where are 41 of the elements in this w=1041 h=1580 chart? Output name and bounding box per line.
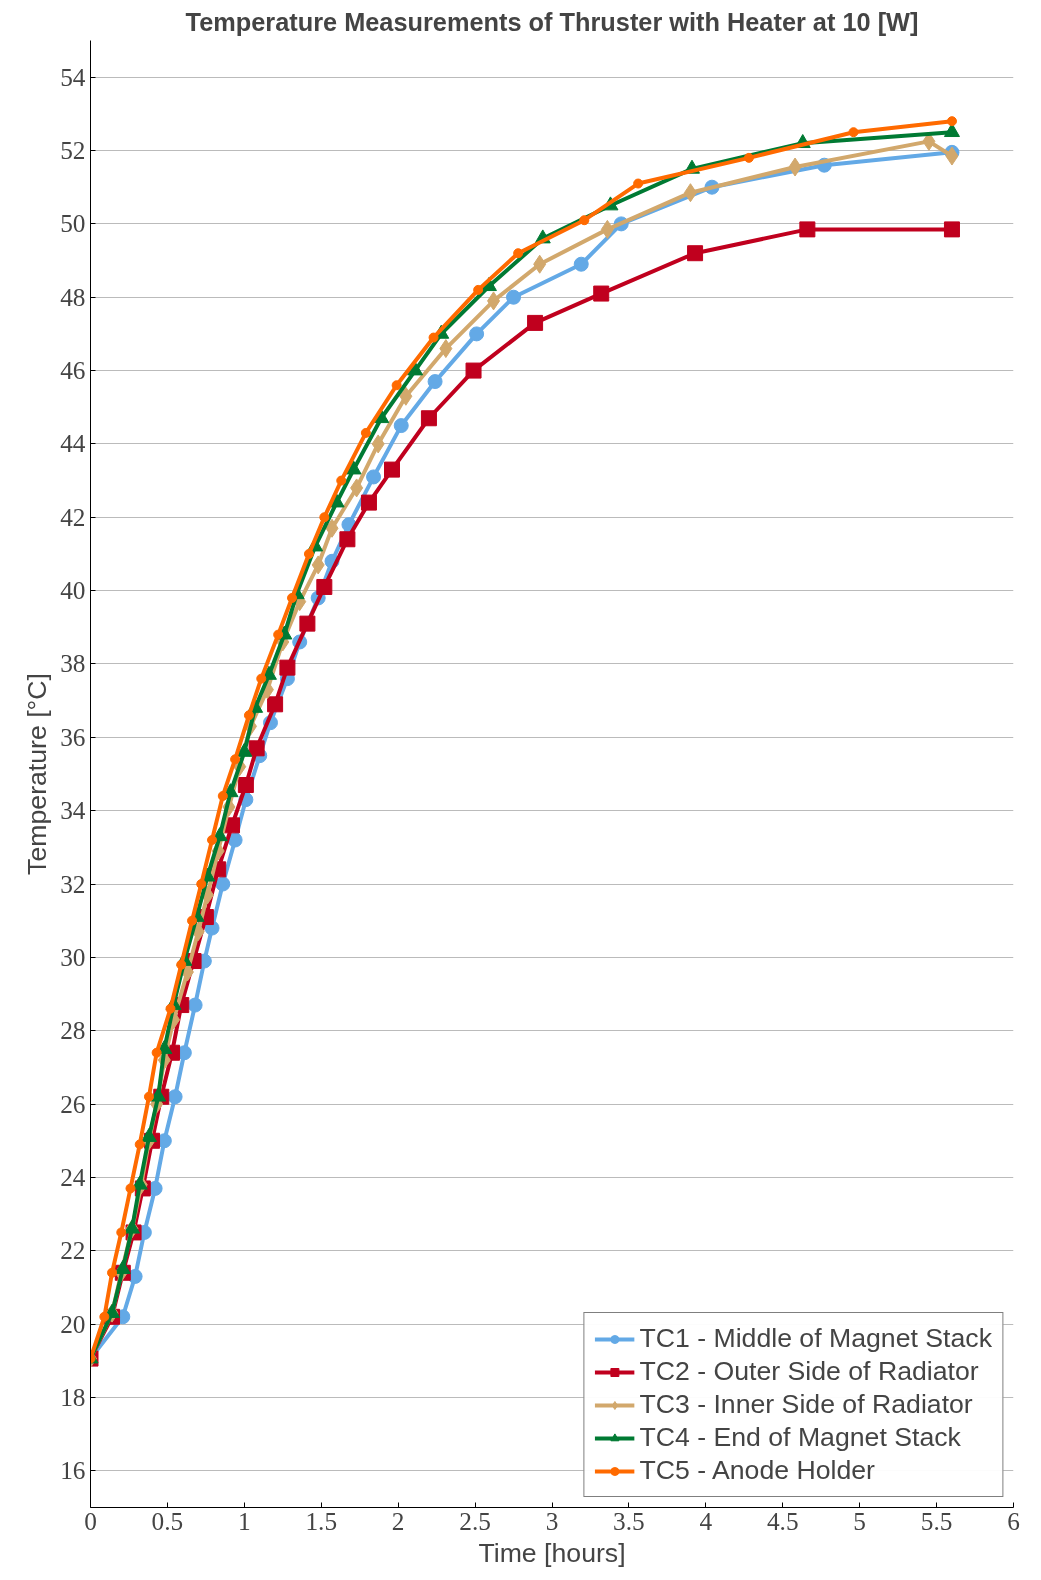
x-tick-label: 0 — [84, 1506, 97, 1535]
y-tick-label: 36 — [60, 722, 86, 751]
y-tick-label: 26 — [60, 1089, 86, 1118]
x-tick-label: 2 — [391, 1506, 405, 1535]
x-tick-label: 5 — [853, 1506, 867, 1535]
legend-label: TC3 - Inner Side of Radiator — [639, 1389, 973, 1420]
legend-label: TC5 - Anode Holder — [639, 1455, 875, 1486]
y-tick-label: 52 — [60, 136, 86, 165]
y-tick-label: 40 — [60, 576, 86, 605]
y-tick-label: 18 — [60, 1382, 86, 1411]
y-tick-label: 28 — [60, 1016, 86, 1045]
y-tick-label: 50 — [60, 209, 86, 238]
x-tick-label: 1.5 — [305, 1506, 338, 1535]
y-tick-label: 16 — [60, 1456, 86, 1485]
y-tick-label: 54 — [60, 62, 86, 91]
y-tick-label: 48 — [60, 282, 86, 311]
legend-label: TC4 - End of Magnet Stack — [639, 1422, 961, 1453]
y-tick-label: 22 — [60, 1236, 86, 1265]
x-tick-label: 2.5 — [459, 1506, 491, 1535]
y-tick-label: 24 — [60, 1162, 86, 1191]
y-tick-label: 32 — [60, 869, 86, 898]
y-axis-title: Temperature [°C] — [22, 673, 53, 875]
y-tick-label: 20 — [60, 1309, 86, 1338]
x-tick-label: 1 — [238, 1506, 251, 1535]
y-tick-label: 42 — [60, 502, 86, 531]
x-axis-title: Time [hours] — [478, 1537, 626, 1568]
x-tick-label: 0.5 — [151, 1506, 184, 1535]
legend-label: TC1 - Middle of Magnet Stack — [639, 1323, 992, 1354]
x-tick-label: 3.5 — [613, 1506, 645, 1535]
y-tick-label: 44 — [60, 429, 86, 458]
y-tick-label: 30 — [60, 942, 86, 971]
x-tick-label: 4.5 — [766, 1506, 799, 1535]
legend-label: TC2 - Outer Side of Radiator — [639, 1356, 979, 1387]
y-tick-label: 38 — [60, 649, 86, 678]
y-tick-label: 34 — [60, 796, 86, 825]
chart-title: Temperature Measurements of Thruster with Heater at 10 [W] — [185, 7, 919, 36]
x-tick-label: 5.5 — [920, 1506, 953, 1535]
x-tick-label: 6 — [1007, 1506, 1020, 1535]
y-tick-label: 46 — [60, 356, 86, 385]
x-tick-label: 4 — [699, 1506, 713, 1535]
x-tick-label: 3 — [545, 1506, 559, 1535]
